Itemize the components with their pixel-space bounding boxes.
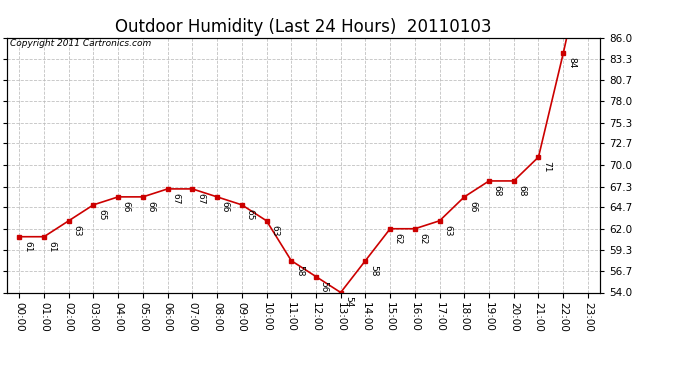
Title: Outdoor Humidity (Last 24 Hours)  20110103: Outdoor Humidity (Last 24 Hours) 2011010… (115, 18, 492, 36)
Text: 71: 71 (542, 161, 551, 172)
Text: 66: 66 (146, 201, 156, 212)
Text: 63: 63 (72, 225, 81, 236)
Text: 63: 63 (443, 225, 453, 236)
Text: 61: 61 (48, 241, 57, 252)
Text: 62: 62 (419, 233, 428, 244)
Text: 58: 58 (295, 265, 304, 276)
Text: 67: 67 (196, 193, 205, 204)
Text: 54: 54 (344, 297, 353, 308)
Text: 58: 58 (369, 265, 378, 276)
Text: 67: 67 (171, 193, 180, 204)
Text: 65: 65 (97, 209, 106, 220)
Text: 66: 66 (122, 201, 131, 212)
Text: 65: 65 (246, 209, 255, 220)
Text: 62: 62 (394, 233, 403, 244)
Text: 56: 56 (319, 280, 328, 292)
Text: 84: 84 (567, 57, 576, 69)
Text: 63: 63 (270, 225, 279, 236)
Text: 66: 66 (221, 201, 230, 212)
Text: 66: 66 (468, 201, 477, 212)
Text: Copyright 2011 Cartronics.com: Copyright 2011 Cartronics.com (10, 39, 151, 48)
Text: 68: 68 (493, 185, 502, 196)
Text: 61: 61 (23, 241, 32, 252)
Text: 98: 98 (0, 374, 1, 375)
Text: 68: 68 (518, 185, 526, 196)
